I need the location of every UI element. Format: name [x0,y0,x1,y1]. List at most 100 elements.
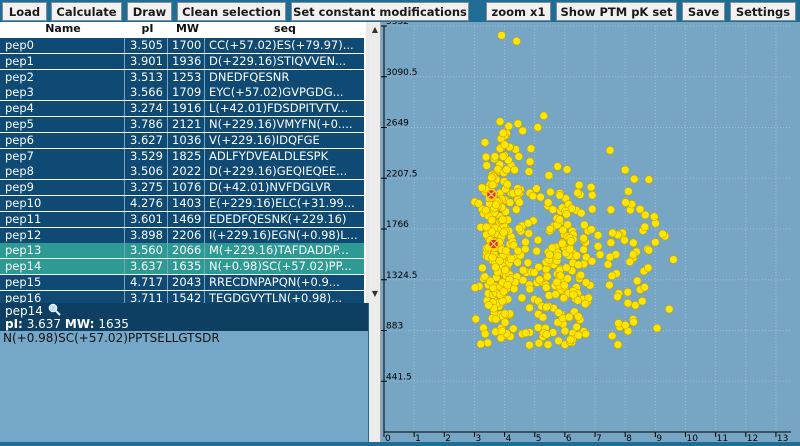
data-point [608,228,617,238]
data-point [565,244,574,254]
data-point [562,165,572,174]
highlighted-point-pep13[interactable] [485,188,498,201]
calculate-button[interactable]: Calculate [51,2,122,21]
cell-mw: 1542 [169,290,205,306]
data-point [513,258,522,267]
data-point [543,272,552,281]
data-point [523,258,533,267]
table-row[interactable]: pep0 3.505 1700 CC(+57.02)ES(+79.97)... [0,38,364,53]
cell-mw: 1036 [169,132,205,148]
cell-seq: EYC(+57.02)GVPGDG... [209,85,344,100]
zoom-button[interactable]: zoom x1 [486,2,551,21]
data-point [606,238,616,247]
data-point [650,212,659,221]
cell-name: pep9 [1,180,125,196]
table-row[interactable]: pep9 3.275 1076 D(+42.01)NVFDGLVR [0,180,364,196]
data-point [538,313,548,322]
table-row[interactable]: pep10 4.276 1403 E(+229.16)ELC(+31.99... [0,196,364,211]
data-point [558,239,567,248]
data-point [544,171,554,180]
cell-name: pep11 [1,211,125,227]
column-header-pi[interactable]: pI [141,22,154,35]
table-row[interactable]: pep1 3.901 1936 D(+229.16)STIQVVEN... [0,53,364,69]
y-tick-label: 1324.5 [386,271,418,281]
cell-mw: 1076 [169,180,205,196]
table-row[interactable]: pep8 3.506 2022 D(+229.16)GEQIEQEE... [0,164,364,180]
cell-pi: 3.786 [126,117,168,132]
mw-label: MW: [64,317,95,331]
data-point [560,326,570,336]
scatter-plot-svg[interactable]: 0 1 2 3 4 5 6 7 8 9 10 11 12 13441.58831324.517662207… [381,17,800,444]
cell-name: pep14 [1,259,125,275]
cell-mw: 2206 [169,227,205,243]
scroll-up-arrow-icon[interactable]: ▲ [371,25,379,34]
show-ptm-pk-set-button[interactable]: Show PTM pK set [556,2,677,21]
data-point [512,36,521,46]
column-header-seq[interactable]: seq [274,22,296,35]
table-row[interactable]: pep13 3.560 2066 M(+229.16)TAFDADDP... [0,243,364,259]
save-button[interactable]: Save [682,2,725,21]
data-point [480,138,490,147]
data-point [481,152,491,162]
data-point [545,250,554,259]
data-point [474,199,483,208]
cell-seq: D(+229.16)STIQVVEN... [209,53,347,68]
data-point [566,335,575,344]
data-point [635,205,645,214]
table-row[interactable]: pep4 3.274 1916 L(+42.01)FDSDPITVTV... [0,101,364,117]
data-point [631,301,640,310]
table-row[interactable]: pep6 3.627 1036 V(+229.16)IDQFGE [0,132,364,148]
data-point [574,180,584,190]
scroll-down-arrow-icon[interactable]: ▼ [371,289,379,298]
plot-grid [383,25,791,432]
cell-pi: 3.627 [126,132,168,148]
magnifier-icon[interactable] [48,303,61,319]
data-point [498,128,508,138]
data-point [484,301,493,310]
data-point [483,338,492,348]
clean-selection-button[interactable]: Clean selection [177,2,286,21]
table-row[interactable]: pep3 3.566 1709 EYC(+57.02)GVPGDG... [0,85,364,101]
data-point [486,277,495,286]
data-point [513,246,523,256]
column-header-name[interactable]: Name [45,22,81,35]
column-header-mw[interactable]: MW [175,22,200,35]
set-constant-modifications-button[interactable]: Set constant modifications [291,2,469,21]
table-row[interactable]: pep11 3.601 1469 EDEDFQESNK(+229.16) [0,211,364,227]
data-point [499,287,508,296]
cell-name: pep2 [1,69,125,85]
table-row[interactable]: pep16 3.711 1542 TEGDGVYTLN(+0.98)... [0,290,364,306]
cell-pi: 3.274 [126,101,168,117]
draw-button[interactable]: Draw [127,2,172,21]
load-button[interactable]: Load [2,2,47,21]
data-point [509,324,518,333]
plot-scrollbar[interactable]: ▲ ▼ [369,22,381,442]
data-point [587,257,597,266]
data-point [514,224,524,233]
data-point [490,152,500,161]
table-row[interactable]: pep15 4.717 2043 RRECDNPAPQN(+0.9... [0,275,364,290]
x-tick-label: 0 [385,434,391,442]
data-point [574,312,583,321]
settings-button[interactable]: Settings [730,2,796,21]
cell-name: pep16 [1,290,125,306]
table-row[interactable]: pep14 3.637 1635 N(+0.98)SC(+57.02)PP... [0,259,364,275]
table-scrollbar[interactable] [366,22,369,303]
toolbar: Load Calculate Draw Clean selection Set … [0,0,800,22]
table-row[interactable]: pep7 3.529 1825 ADLFYDVEALDLESPK [0,148,364,164]
data-point [553,162,562,171]
cell-name: pep4 [1,101,125,117]
highlighted-point-pep14[interactable] [487,238,500,250]
cell-seq: TEGDGVYTLN(+0.98)... [209,290,343,305]
data-point [512,205,521,214]
highlighted-point-cross [487,191,495,198]
data-point [502,165,511,174]
table-row[interactable]: pep2 3.513 1253 DNEDFQESNR [0,69,364,85]
data-point [487,173,496,182]
scatter-plot[interactable]: 0 1 2 3 4 5 6 7 8 9 10 11 12 13 441.5 883 1324.5 1766 2207… [381,17,800,444]
data-point [644,175,654,184]
table-row[interactable]: pep5 3.786 2121 N(+229.16)VMYFN(+0.... [0,117,364,132]
data-point [525,157,535,166]
cell-mw: 1916 [169,101,205,117]
table-row[interactable]: pep12 3.898 2206 I(+229.16)EGN(+0.98)L... [0,227,364,243]
